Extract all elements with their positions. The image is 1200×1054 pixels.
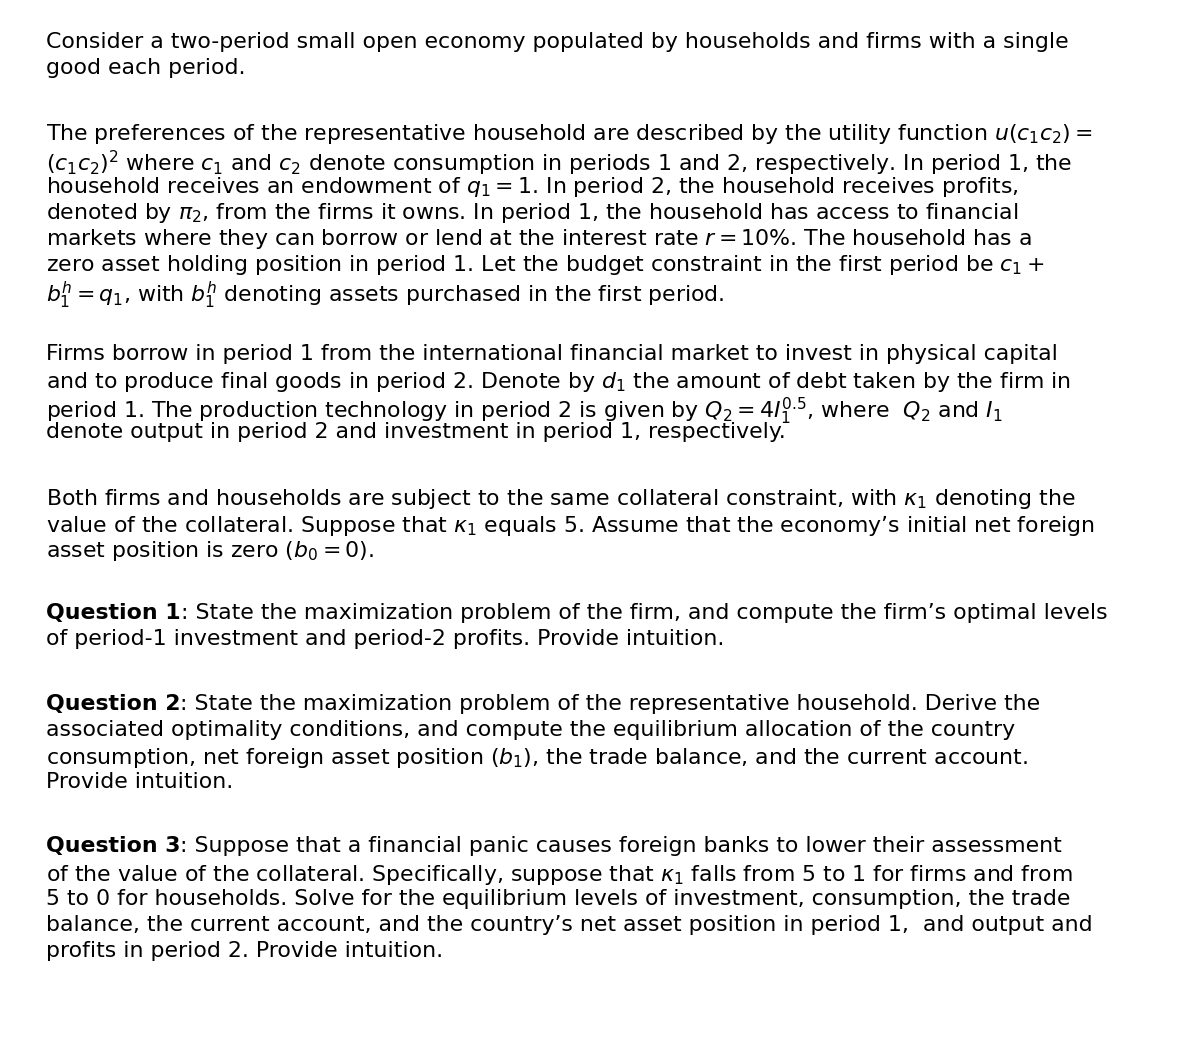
Text: household receives an endowment of $q_1 = 1$. In period 2, the household receive: household receives an endowment of $q_1 … bbox=[46, 175, 1019, 199]
Text: markets where they can borrow or lend at the interest rate $r = 10\%$. The house: markets where they can borrow or lend at… bbox=[46, 228, 1032, 251]
Text: Firms borrow in period 1 from the international financial market to invest in ph: Firms borrow in period 1 from the intern… bbox=[46, 344, 1058, 364]
Text: Question 1: Question 1 bbox=[46, 603, 181, 623]
Text: zero asset holding position in period 1. Let the budget constraint in the first : zero asset holding position in period 1.… bbox=[46, 253, 1045, 277]
Text: Question 2: Question 2 bbox=[46, 694, 180, 714]
Text: Provide intuition.: Provide intuition. bbox=[46, 773, 233, 793]
Text: $(c_1c_2)^2$ where $c_1$ and $c_2$ denote consumption in periods 1 and 2, respec: $(c_1c_2)^2$ where $c_1$ and $c_2$ denot… bbox=[46, 149, 1072, 178]
Text: 5 to 0 for households. Solve for the equilibrium levels of investment, consumpti: 5 to 0 for households. Solve for the equ… bbox=[46, 889, 1070, 909]
Text: period 1. The production technology in period 2 is given by $Q_2 = 4I_1^{0.5}$, : period 1. The production technology in p… bbox=[46, 396, 1003, 428]
Text: consumption, net foreign asset position ($b_1$), the trade balance, and the curr: consumption, net foreign asset position … bbox=[46, 746, 1028, 770]
Text: asset position is zero ($b_0 = 0$).: asset position is zero ($b_0 = 0$). bbox=[46, 539, 374, 563]
Text: of the value of the collateral. Specifically, suppose that $\kappa_1$ falls from: of the value of the collateral. Specific… bbox=[46, 862, 1073, 886]
Text: of period-1 investment and period-2 profits. Provide intuition.: of period-1 investment and period-2 prof… bbox=[46, 629, 725, 649]
Text: $b_1^h = q_1$, with $b_1^h$ denoting assets purchased in the first period.: $b_1^h = q_1$, with $b_1^h$ denoting ass… bbox=[46, 279, 725, 311]
Text: and to produce final goods in period 2. Denote by $d_1$ the amount of debt taken: and to produce final goods in period 2. … bbox=[46, 370, 1070, 394]
Text: good each period.: good each period. bbox=[46, 58, 246, 78]
Text: denoted by $\pi_2$, from the firms it owns. In period 1, the household has acces: denoted by $\pi_2$, from the firms it ow… bbox=[46, 201, 1019, 225]
Text: associated optimality conditions, and compute the equilibrium allocation of the : associated optimality conditions, and co… bbox=[46, 720, 1015, 740]
Text: balance, the current account, and the country’s net asset position in period 1, : balance, the current account, and the co… bbox=[46, 915, 1093, 935]
Text: The preferences of the representative household are described by the utility fun: The preferences of the representative ho… bbox=[46, 122, 1093, 147]
Text: denote output in period 2 and investment in period 1, respectively.: denote output in period 2 and investment… bbox=[46, 423, 786, 443]
Text: : State the maximization problem of the firm, and compute the firm’s optimal lev: : State the maximization problem of the … bbox=[181, 603, 1108, 623]
Text: value of the collateral. Suppose that $\kappa_1$ equals 5. Assume that the econo: value of the collateral. Suppose that $\… bbox=[46, 513, 1094, 538]
Text: Both firms and households are subject to the same collateral constraint, with $\: Both firms and households are subject to… bbox=[46, 487, 1075, 510]
Text: : State the maximization problem of the representative household. Derive the: : State the maximization problem of the … bbox=[180, 694, 1040, 714]
Text: : Suppose that a financial panic causes foreign banks to lower their assessment: : Suppose that a financial panic causes … bbox=[180, 837, 1062, 857]
Text: profits in period 2. Provide intuition.: profits in period 2. Provide intuition. bbox=[46, 941, 443, 961]
Text: Consider a two-period small open economy populated by households and firms with : Consider a two-period small open economy… bbox=[46, 32, 1069, 52]
Text: Question 3: Question 3 bbox=[46, 837, 180, 857]
